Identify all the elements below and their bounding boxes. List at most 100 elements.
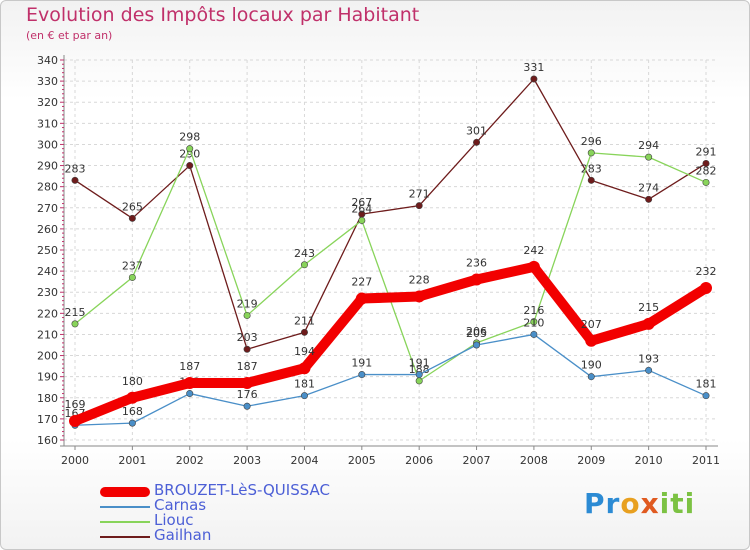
point-gailhan-2006: [415, 202, 423, 210]
point-brouzet-l-s-quissac-2002: [183, 377, 196, 389]
data-label-liouc-2009: 296: [581, 135, 602, 148]
data-label-brouzet-l-s-quissac-2011: 232: [696, 265, 717, 278]
point-liouc-2002: [186, 145, 194, 153]
x-tick-label-2008: 2008: [520, 454, 548, 467]
point-carnas-2005: [358, 371, 366, 379]
point-gailhan-2010: [645, 195, 653, 203]
y-tick-label-330: 330: [37, 75, 58, 88]
data-label-liouc-2008: 216: [523, 304, 544, 317]
data-label-brouzet-l-s-quissac-2007: 236: [466, 257, 487, 270]
data-label-carnas-2010: 193: [638, 352, 659, 365]
data-label-gailhan-2010: 274: [638, 181, 659, 194]
point-liouc-2006: [415, 377, 423, 385]
y-tick-label-280: 280: [37, 181, 58, 194]
data-label-carnas-2005: 191: [351, 357, 372, 370]
point-brouzet-l-s-quissac-2010: [642, 317, 655, 330]
point-liouc-2001: [128, 273, 136, 281]
point-gailhan-2011: [702, 159, 710, 167]
point-brouzet-l-s-quissac-2005: [355, 292, 368, 305]
y-tick-label-180: 180: [37, 392, 58, 405]
point-brouzet-l-s-quissac-2007: [470, 273, 483, 286]
x-tick-label-2004: 2004: [290, 454, 318, 467]
point-brouzet-l-s-quissac-2000: [69, 415, 81, 427]
y-tick-label-270: 270: [37, 202, 58, 215]
x-tick-label-2006: 2006: [405, 454, 433, 467]
data-label-gailhan-2001: 265: [122, 200, 143, 213]
y-tick-label-310: 310: [37, 117, 58, 130]
data-label-liouc-2002: 298: [179, 131, 200, 144]
data-label-brouzet-l-s-quissac-2010: 215: [638, 301, 659, 314]
data-label-brouzet-l-s-quissac-2001: 180: [122, 375, 143, 388]
data-label-gailhan-2011: 291: [696, 145, 717, 158]
y-tick-label-290: 290: [37, 160, 58, 173]
point-brouzet-l-s-quissac-2006: [413, 290, 426, 303]
data-label-liouc-2004: 243: [294, 247, 315, 260]
point-liouc-2008: [530, 318, 538, 326]
x-tick-label-2005: 2005: [348, 454, 376, 467]
data-label-liouc-2001: 237: [122, 259, 143, 272]
point-brouzet-l-s-quissac-2008: [527, 260, 540, 273]
data-label-brouzet-l-s-quissac-2002: 187: [179, 360, 200, 373]
data-label-gailhan-2008: 331: [523, 61, 544, 74]
data-label-carnas-2004: 181: [294, 378, 315, 391]
data-label-liouc-2005: 264: [351, 202, 372, 215]
point-brouzet-l-s-quissac-2003: [241, 377, 254, 389]
data-label-liouc-2010: 294: [638, 139, 659, 152]
data-label-carnas-2009: 190: [581, 359, 602, 372]
data-label-carnas-2003: 176: [237, 388, 258, 401]
data-label-brouzet-l-s-quissac-2004: 194: [294, 345, 315, 358]
data-label-brouzet-l-s-quissac-2003: 187: [237, 360, 258, 373]
x-tick-label-2001: 2001: [118, 454, 146, 467]
data-label-carnas-2001: 168: [122, 405, 143, 418]
data-label-carnas-2006: 191: [409, 357, 430, 370]
point-carnas-2001: [128, 419, 136, 427]
y-tick-label-320: 320: [37, 96, 58, 109]
chart-title: Evolution des Impôts locaux par Habitant: [26, 4, 420, 26]
point-gailhan-2007: [473, 138, 481, 146]
series-line-brouzet-l-s-quissac: [70, 261, 711, 426]
x-tick-label-2000: 2000: [61, 454, 89, 467]
point-brouzet-l-s-quissac-2011: [700, 282, 712, 294]
y-tick-label-300: 300: [37, 138, 58, 151]
data-label-gailhan-2006: 271: [409, 188, 430, 201]
x-tick-label-2002: 2002: [176, 454, 204, 467]
data-label-carnas-2008: 210: [523, 316, 544, 329]
y-tick-label-170: 170: [37, 413, 58, 426]
point-carnas-2008: [530, 330, 538, 338]
point-gailhan-2004: [300, 328, 308, 336]
data-label-gailhan-2000: 283: [65, 162, 86, 175]
data-label-gailhan-2002: 290: [179, 148, 200, 161]
point-brouzet-l-s-quissac-2001: [126, 391, 139, 404]
point-carnas-2009: [587, 373, 595, 381]
point-carnas-2002: [186, 390, 194, 398]
point-carnas-2010: [645, 366, 653, 374]
series-line-gailhan: [74, 78, 707, 350]
point-carnas-2003: [243, 402, 251, 410]
point-liouc-2003: [243, 311, 251, 319]
data-label-gailhan-2005: 267: [351, 196, 372, 209]
data-label-carnas-2011: 181: [696, 378, 717, 391]
y-tick-label-250: 250: [37, 244, 58, 257]
point-liouc-2005: [358, 216, 366, 224]
data-label-brouzet-l-s-quissac-2006: 228: [409, 273, 430, 286]
data-label-gailhan-2003: 203: [237, 331, 258, 344]
point-gailhan-2000: [71, 176, 79, 184]
x-tick-label-2003: 2003: [233, 454, 261, 467]
data-label-liouc-2000: 215: [65, 306, 86, 319]
legend-label-liouc: Liouc: [154, 511, 194, 529]
point-brouzet-l-s-quissac-2004: [298, 362, 311, 375]
point-liouc-2000: [71, 320, 79, 328]
data-label-liouc-2003: 219: [237, 297, 258, 310]
data-label-gailhan-2004: 211: [294, 314, 315, 327]
y-tick-label-210: 210: [37, 328, 58, 341]
legend-label-gailhan: Gailhan: [154, 526, 212, 544]
x-tick-label-2009: 2009: [577, 454, 605, 467]
data-label-brouzet-l-s-quissac-2009: 207: [581, 318, 602, 331]
proxiti-logo: Proxiti: [584, 487, 696, 520]
x-tick-label-2011: 2011: [692, 454, 720, 467]
chart-subtitle: (en € et par an): [26, 29, 113, 42]
legend-label-carnas: Carnas: [154, 496, 207, 514]
data-label-liouc-2011: 282: [696, 164, 717, 177]
point-liouc-2004: [300, 261, 308, 269]
